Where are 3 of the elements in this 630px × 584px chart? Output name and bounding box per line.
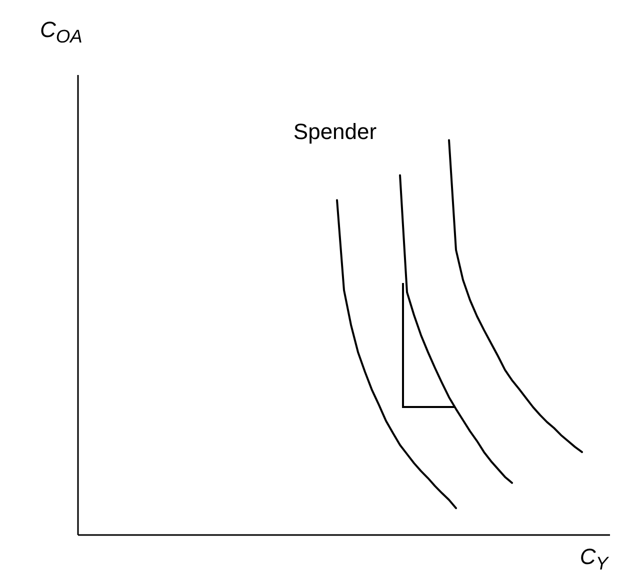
y-axis-title: C$_{OA}$ — [40, 17, 82, 48]
annotation: Spender — [293, 119, 377, 145]
x-axis-title: C$_{Y}$ — [580, 544, 608, 574]
